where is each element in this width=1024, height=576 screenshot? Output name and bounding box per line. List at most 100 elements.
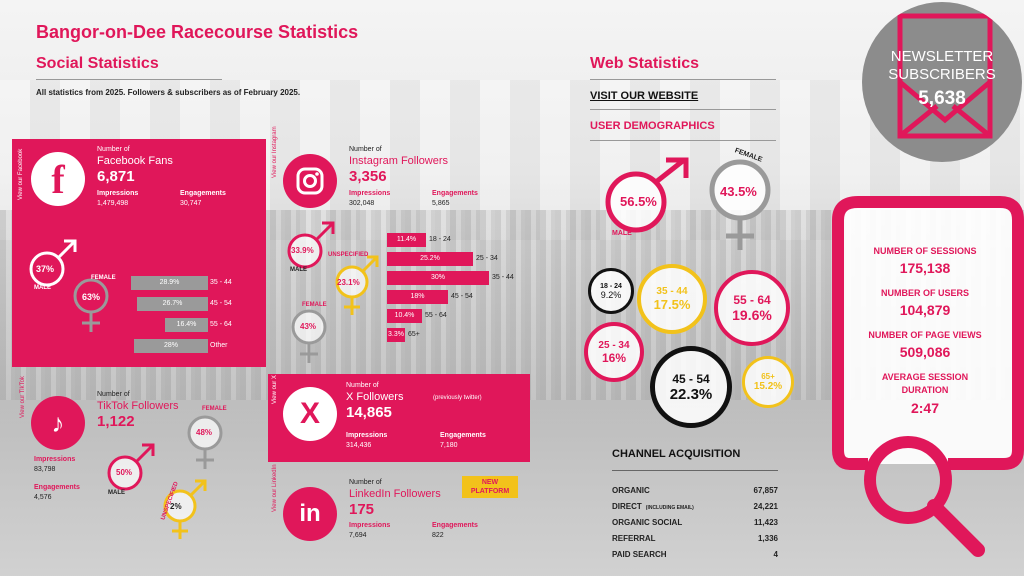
x-label: X Followers bbox=[346, 391, 404, 403]
age-range: 35 - 44 bbox=[656, 286, 688, 297]
x-engagements: 7,180 bbox=[440, 442, 458, 449]
x-view-link[interactable]: View our X bbox=[272, 375, 278, 404]
web-divider-3 bbox=[590, 140, 776, 141]
newsletter-count: 5,638 bbox=[918, 88, 966, 109]
linkedin-view-link[interactable]: View our LinkedIn bbox=[272, 464, 278, 512]
instagram-count: 3,356 bbox=[349, 168, 387, 185]
x-impressions-label: Impressions bbox=[346, 432, 388, 439]
age-pct: 9.2% bbox=[600, 289, 622, 300]
channel-acquisition-heading: CHANNEL ACQUISITION bbox=[612, 448, 741, 460]
channel-row: ORGANIC 67,857 bbox=[612, 486, 778, 495]
tiktok-female-pct: 48% bbox=[196, 428, 213, 437]
facebook-view-link[interactable]: View our Facebook bbox=[18, 148, 24, 200]
facebook-count: 6,871 bbox=[97, 168, 135, 185]
pageviews-value: 509,086 bbox=[899, 344, 951, 360]
x-impressions: 314,436 bbox=[346, 442, 372, 449]
facebook-age-bar: 28% bbox=[134, 339, 208, 353]
instagram-male-symbol bbox=[287, 221, 335, 269]
linkedin-label: LinkedIn Followers bbox=[349, 488, 441, 500]
social-note: All statistics from 2025. Followers & su… bbox=[36, 88, 301, 97]
pageviews-label: NUMBER OF PAGE VIEWS bbox=[868, 330, 982, 340]
new-platform-badge: NEW PLATFORM bbox=[462, 476, 518, 498]
instagram-age-label: 55 - 64 bbox=[425, 312, 447, 319]
instagram-age-label: 25 - 34 bbox=[476, 255, 498, 262]
tiktok-female-label: FEMALE bbox=[202, 406, 227, 412]
linkedin-icon[interactable]: in bbox=[283, 487, 337, 541]
tiktok-female-symbol bbox=[187, 415, 223, 469]
x-icon[interactable]: X bbox=[283, 387, 337, 441]
linkedin-engagements-label: Engagements bbox=[432, 522, 478, 529]
tiktok-view-link[interactable]: View our TikTok bbox=[20, 376, 26, 418]
age-pct: 16% bbox=[601, 350, 627, 365]
age-pct: 17.5% bbox=[653, 297, 691, 312]
instagram-unspecified-pct: 23.1% bbox=[337, 278, 360, 287]
tiktok-icon[interactable]: ♪ bbox=[31, 396, 85, 450]
facebook-engagements-label: Engagements bbox=[180, 190, 226, 197]
instagram-unspecified-symbol bbox=[335, 255, 379, 315]
users-value: 104,879 bbox=[899, 302, 951, 318]
linkedin-impressions: 7,694 bbox=[349, 532, 367, 539]
x-sub-label: (previously twitter) bbox=[433, 395, 482, 401]
x-engagements-label: Engagements bbox=[440, 432, 486, 439]
channel-row: ORGANIC SOCIAL 11,423 bbox=[612, 518, 778, 527]
instagram-impressions-label: Impressions bbox=[349, 190, 391, 197]
tiktok-unspecified-pct: 2% bbox=[170, 502, 182, 511]
web-male-label: MALE bbox=[612, 230, 632, 237]
instagram-age-bar: 11.4% bbox=[387, 233, 426, 247]
tiktok-label: TikTok Followers bbox=[97, 400, 179, 412]
tiktok-number-of: Number of bbox=[97, 391, 130, 398]
users-label: NUMBER OF USERS bbox=[880, 288, 969, 298]
web-age-ring-25-34: 25 - 34 16% bbox=[584, 322, 644, 382]
age-range: 25 - 34 bbox=[598, 339, 630, 351]
instagram-icon[interactable] bbox=[283, 154, 337, 208]
instagram-age-label: 65+ bbox=[408, 331, 420, 338]
channel-row: REFERRAL 1,336 bbox=[612, 534, 778, 543]
x-number-of: Number of bbox=[346, 382, 379, 389]
avg-session-label-2: DURATION bbox=[901, 385, 949, 395]
tiktok-impressions-label: Impressions bbox=[34, 456, 76, 463]
facebook-male-label: MALE bbox=[34, 285, 51, 291]
instagram-impressions: 302,048 bbox=[349, 200, 375, 207]
age-range: 18 - 24 bbox=[600, 282, 622, 290]
newsletter-line1: NEWSLETTER bbox=[890, 48, 994, 65]
channel-name: DIRECT (INCLUDING EMAIL) bbox=[612, 502, 694, 511]
facebook-impressions-label: Impressions bbox=[97, 190, 139, 197]
web-age-ring-65-plus: 65+ 15.2% bbox=[742, 356, 794, 408]
instagram-female-pct: 43% bbox=[300, 322, 317, 331]
social-divider bbox=[36, 79, 222, 80]
linkedin-impressions-label: Impressions bbox=[349, 522, 391, 529]
avg-session-value: 2:47 bbox=[910, 400, 940, 416]
age-range: 55 - 64 bbox=[733, 293, 771, 307]
social-heading: Social Statistics bbox=[36, 55, 159, 72]
tiktok-count: 1,122 bbox=[97, 413, 135, 430]
facebook-age-bar: 28.9% bbox=[131, 276, 208, 290]
tiktok-engagements-label: Engagements bbox=[34, 484, 80, 491]
envelope-icon bbox=[897, 13, 993, 139]
facebook-age-bar: 16.4% bbox=[165, 318, 208, 332]
channel-name: PAID SEARCH bbox=[612, 550, 667, 559]
x-count: 14,865 bbox=[346, 404, 392, 421]
web-heading: Web Statistics bbox=[590, 55, 700, 72]
visit-website-link[interactable]: VISIT OUR WEBSITE bbox=[590, 90, 699, 102]
instagram-age-bar: 25.2% bbox=[387, 252, 473, 266]
instagram-label: Instagram Followers bbox=[349, 155, 449, 167]
channel-name: ORGANIC SOCIAL bbox=[612, 518, 683, 527]
phone-magnifier-icon bbox=[832, 196, 1024, 557]
avg-session-label-1: AVERAGE SESSION bbox=[881, 372, 969, 382]
age-pct: 15.2% bbox=[753, 381, 783, 392]
newsletter-circle[interactable]: NEWSLETTER SUBSCRIBERS 5,638 bbox=[862, 2, 1022, 162]
instagram-view-link[interactable]: View our Instagram bbox=[272, 126, 278, 178]
age-pct: 22.3% bbox=[669, 385, 713, 403]
facebook-icon[interactable]: f bbox=[31, 152, 85, 206]
web-age-ring-45-54: 45 - 54 22.3% bbox=[650, 346, 732, 428]
tiktok-male-symbol bbox=[107, 443, 155, 491]
web-divider bbox=[590, 79, 776, 80]
instagram-male-label: MALE bbox=[290, 267, 307, 273]
channel-row: PAID SEARCH 4 bbox=[612, 550, 778, 559]
sessions-value: 175,138 bbox=[899, 260, 951, 276]
channel-extra: (INCLUDING EMAIL) bbox=[645, 505, 694, 511]
channel-value: 24,221 bbox=[753, 502, 778, 511]
instagram-female-label: FEMALE bbox=[302, 302, 327, 308]
facebook-number-of: Number of bbox=[97, 146, 130, 153]
